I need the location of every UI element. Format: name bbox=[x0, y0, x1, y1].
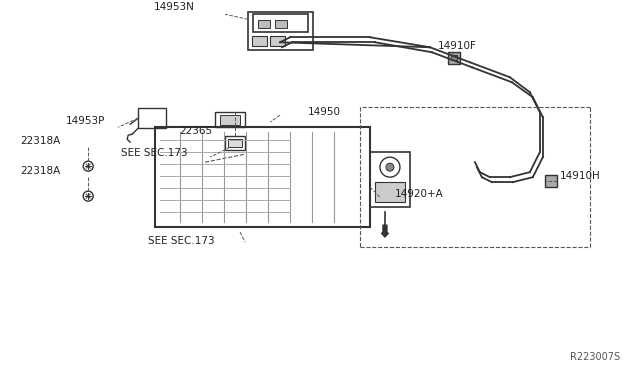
Bar bbox=[155, 127, 370, 227]
Bar bbox=[228, 139, 242, 147]
FancyArrow shape bbox=[381, 225, 388, 237]
Bar bbox=[252, 36, 267, 46]
Bar bbox=[451, 55, 457, 60]
Text: 22318A: 22318A bbox=[20, 166, 60, 176]
Text: 22365: 22365 bbox=[179, 126, 212, 136]
Text: R223007S: R223007S bbox=[570, 352, 620, 362]
Bar bbox=[270, 36, 285, 46]
Bar bbox=[138, 108, 166, 128]
Text: 14920+A: 14920+A bbox=[395, 189, 444, 199]
Circle shape bbox=[386, 163, 394, 171]
Text: 22318A: 22318A bbox=[20, 136, 60, 146]
Bar bbox=[215, 112, 245, 127]
Bar bbox=[448, 52, 460, 64]
Text: 14950: 14950 bbox=[308, 107, 341, 117]
Bar bbox=[275, 20, 287, 28]
Text: 14953P: 14953P bbox=[66, 116, 105, 126]
Text: SEE SEC.173: SEE SEC.173 bbox=[148, 236, 215, 246]
Bar bbox=[545, 175, 557, 187]
Bar bbox=[253, 14, 308, 32]
Bar bbox=[225, 136, 245, 150]
Text: 14953N: 14953N bbox=[154, 2, 195, 12]
Bar bbox=[258, 20, 270, 28]
Bar bbox=[370, 152, 410, 207]
Text: 14910H: 14910H bbox=[560, 171, 600, 181]
Text: SEE SEC.173: SEE SEC.173 bbox=[122, 148, 188, 158]
Bar bbox=[220, 115, 240, 125]
Text: 14910F: 14910F bbox=[438, 41, 477, 51]
Bar bbox=[375, 182, 405, 202]
Bar bbox=[248, 12, 313, 50]
